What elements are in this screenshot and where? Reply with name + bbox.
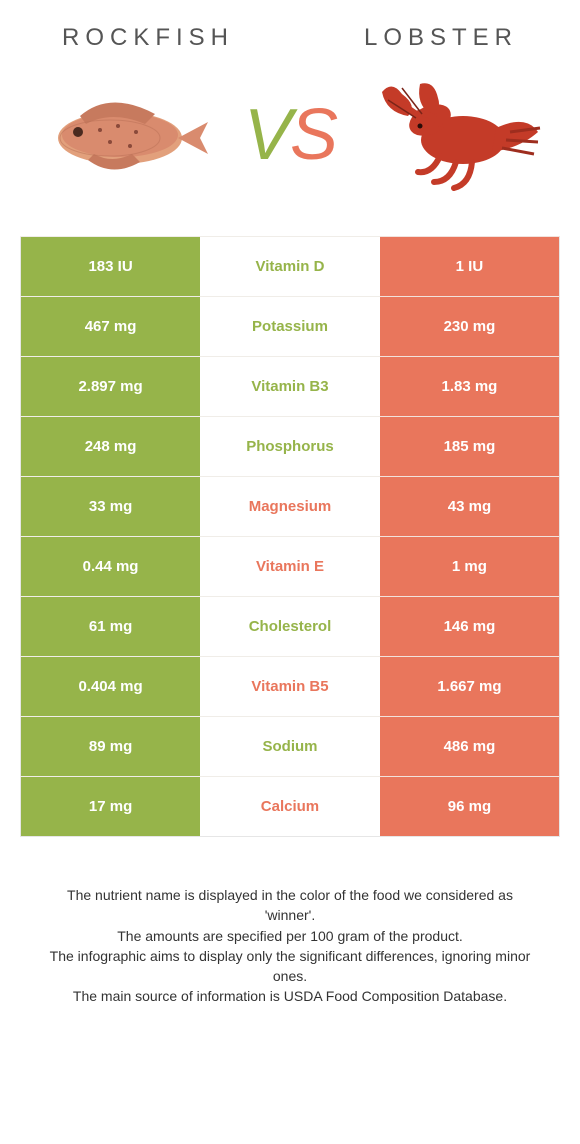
nutrient-name-cell: Calcium xyxy=(200,777,380,837)
right-value-cell: 1.667 mg xyxy=(380,657,560,717)
table-row: 467 mgPotassium230 mg xyxy=(21,297,560,357)
left-value-cell: 2.897 mg xyxy=(21,357,201,417)
footer-line: The infographic aims to display only the… xyxy=(40,946,540,987)
right-value-cell: 1 IU xyxy=(380,237,560,297)
right-value-cell: 185 mg xyxy=(380,417,560,477)
table-row: 0.404 mgVitamin B51.667 mg xyxy=(21,657,560,717)
footer-line: The main source of information is USDA F… xyxy=(40,986,540,1006)
footer-line: The nutrient name is displayed in the co… xyxy=(40,885,540,926)
right-value-cell: 486 mg xyxy=(380,717,560,777)
table-row: 17 mgCalcium96 mg xyxy=(21,777,560,837)
left-value-cell: 61 mg xyxy=(21,597,201,657)
table-row: 2.897 mgVitamin B31.83 mg xyxy=(21,357,560,417)
table-row: 0.44 mgVitamin E1 mg xyxy=(21,537,560,597)
left-value-cell: 0.44 mg xyxy=(21,537,201,597)
right-value-cell: 230 mg xyxy=(380,297,560,357)
nutrient-name-cell: Phosphorus xyxy=(200,417,380,477)
nutrient-name-cell: Sodium xyxy=(200,717,380,777)
right-value-cell: 146 mg xyxy=(380,597,560,657)
nutrient-name-cell: Vitamin E xyxy=(200,537,380,597)
nutrient-name-cell: Potassium xyxy=(200,297,380,357)
nutrient-name-cell: Vitamin D xyxy=(200,237,380,297)
left-value-cell: 33 mg xyxy=(21,477,201,537)
lobster-icon xyxy=(368,70,543,200)
nutrient-name-cell: Vitamin B3 xyxy=(200,357,380,417)
vs-v: V xyxy=(244,94,290,176)
left-value-cell: 17 mg xyxy=(21,777,201,837)
footer-line: The amounts are specified per 100 gram o… xyxy=(40,926,540,946)
left-value-cell: 89 mg xyxy=(21,717,201,777)
vs-label: VS xyxy=(220,94,360,176)
footer-notes: The nutrient name is displayed in the co… xyxy=(0,837,580,1007)
table-row: 61 mgCholesterol146 mg xyxy=(21,597,560,657)
rockfish-image xyxy=(37,65,212,205)
right-value-cell: 1 mg xyxy=(380,537,560,597)
rockfish-icon xyxy=(40,80,210,190)
table-row: 33 mgMagnesium43 mg xyxy=(21,477,560,537)
nutrient-comparison-table: 183 IUVitamin D1 IU467 mgPotassium230 mg… xyxy=(20,236,560,837)
right-value-cell: 1.83 mg xyxy=(380,357,560,417)
left-value-cell: 0.404 mg xyxy=(21,657,201,717)
left-value-cell: 467 mg xyxy=(21,297,201,357)
table-row: 183 IUVitamin D1 IU xyxy=(21,237,560,297)
nutrient-name-cell: Magnesium xyxy=(200,477,380,537)
table-row: 248 mgPhosphorus185 mg xyxy=(21,417,560,477)
right-value-cell: 43 mg xyxy=(380,477,560,537)
right-value-cell: 96 mg xyxy=(380,777,560,837)
nutrient-name-cell: Vitamin B5 xyxy=(200,657,380,717)
table-row: 89 mgSodium486 mg xyxy=(21,717,560,777)
left-value-cell: 183 IU xyxy=(21,237,201,297)
nutrient-name-cell: Cholesterol xyxy=(200,597,380,657)
image-row: VS xyxy=(0,64,580,224)
comparison-header: ROCKFISH LOBSTER xyxy=(0,0,580,64)
lobster-image xyxy=(368,65,543,205)
right-food-title: LOBSTER xyxy=(364,24,518,52)
left-value-cell: 248 mg xyxy=(21,417,201,477)
vs-s: S xyxy=(290,94,336,176)
left-food-title: ROCKFISH xyxy=(62,24,234,52)
